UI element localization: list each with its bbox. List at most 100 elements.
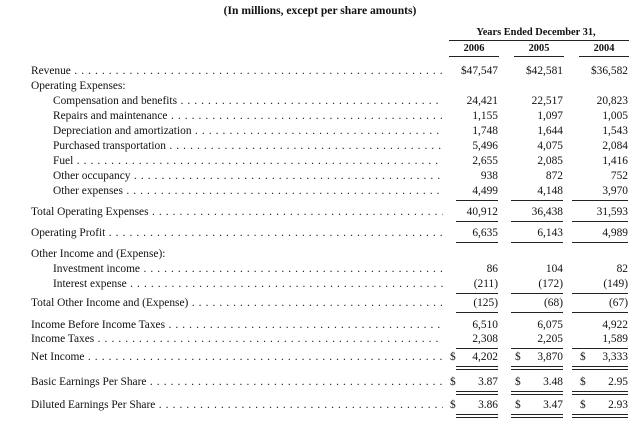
currency-symbol: $ (450, 376, 456, 388)
subtotal-rule (511, 348, 563, 349)
value-2006: 6,635 (472, 227, 498, 239)
value-2005: 4,148 (537, 185, 563, 197)
amount: 3,870 (537, 351, 563, 363)
value-2005: 36,438 (531, 206, 563, 218)
amount: 3,333 (602, 351, 628, 363)
row-depreciation-and-amortization: Depreciation and amortization 1,748 1,64… (0, 124, 640, 139)
column-group-header: Years Ended December 31, (476, 27, 596, 38)
subtotal-rule (456, 200, 498, 201)
subtotal-rule (511, 242, 563, 243)
value-2005: (172) (538, 278, 563, 290)
year-header-2005: 2005 (528, 43, 550, 54)
value-2005: 2,205 (537, 333, 563, 345)
total-double-rule (572, 391, 628, 395)
value-2006: $3.86 (450, 398, 498, 413)
value-2006: (211) (473, 278, 498, 290)
row-purchased-transportation: Purchased transportation 5,496 4,075 2,0… (0, 139, 640, 154)
value-2006: 6,510 (472, 319, 498, 331)
year-rule-2004 (579, 56, 629, 57)
value-2004: 1,589 (602, 333, 628, 345)
row-label: Interest expense (53, 277, 443, 292)
row-repairs-and-maintenance: Repairs and maintenance 1,155 1,097 1,00… (0, 109, 640, 124)
row-label: Total Operating Expenses (31, 205, 443, 220)
section-heading: Operating Expenses: (31, 80, 126, 92)
row-total-operating-expenses: Total Operating Expenses 40,912 36,438 3… (0, 205, 640, 220)
row-label: Investment income (53, 262, 443, 277)
table-subtitle: (In millions, except per share amounts) (223, 4, 417, 17)
total-double-rule (572, 366, 628, 370)
currency-symbol: $ (580, 399, 586, 411)
value-2006: (125) (473, 297, 498, 309)
value-2004: 2,084 (602, 140, 628, 152)
value-2004: 3,970 (602, 185, 628, 197)
value-2006: $4,202 (450, 350, 498, 365)
year-rule-2006 (449, 56, 499, 57)
value-2004: 1,543 (602, 125, 628, 137)
amount: 2.95 (608, 376, 628, 388)
value-2006: $3.87 (450, 375, 498, 390)
value-2005: (68) (544, 297, 563, 309)
subtotal-rule (572, 200, 628, 201)
value-2005: 1,097 (537, 110, 563, 122)
total-double-rule (511, 391, 563, 395)
row-compensation-and-benefits: Compensation and benefits 24,421 22,517 … (0, 94, 640, 109)
value-2004: $2.93 (580, 398, 628, 413)
total-double-rule (511, 414, 563, 418)
row-investment-income: Investment income 86 104 82 (0, 262, 640, 277)
row-label: Net Income (31, 350, 443, 365)
row-label: Total Other Income and (Expense) (31, 296, 443, 311)
row-revenue: Revenue $47,547 $42,581 $36,582 (0, 64, 640, 79)
amount: 3.86 (478, 399, 498, 411)
value-2005: 1,644 (537, 125, 563, 137)
value-2004: 1,005 (602, 110, 628, 122)
value-2006: 5,496 (472, 140, 498, 152)
value-2005: 22,517 (531, 95, 563, 107)
header-rule (449, 40, 629, 41)
row-label: Repairs and maintenance (53, 109, 443, 124)
row-label: Compensation and benefits (53, 94, 443, 109)
value-2006: 24,421 (466, 95, 498, 107)
value-2006: 86 (486, 263, 498, 275)
value-2005: 2,085 (537, 155, 563, 167)
total-double-rule (511, 366, 563, 370)
total-double-rule (572, 414, 628, 418)
row-label: Other expenses (53, 184, 443, 199)
row-income-taxes: Income Taxes 2,308 2,205 1,589 (0, 332, 640, 347)
value-2005: $3,870 (515, 350, 563, 365)
value-2006: $47,547 (460, 65, 498, 77)
value-2005: 4,075 (537, 140, 563, 152)
subtotal-rule (511, 312, 563, 313)
row-basic-eps: Basic Earnings Per Share $3.87 $3.48 $2.… (0, 375, 640, 390)
row-label: Depreciation and amortization (53, 124, 443, 139)
amount: 2.93 (608, 399, 628, 411)
total-double-rule (456, 366, 498, 370)
row-interest-expense: Interest expense (211) (172) (149) (0, 277, 640, 292)
row-other-expenses: Other expenses 4,499 4,148 3,970 (0, 184, 640, 199)
currency-symbol: $ (580, 351, 586, 363)
subtotal-rule (572, 221, 628, 222)
subtotal-rule (572, 242, 628, 243)
value-2005: 872 (545, 170, 563, 182)
total-double-rule (456, 414, 498, 418)
row-fuel: Fuel 2,655 2,085 1,416 (0, 154, 640, 169)
value-2004: 4,989 (602, 227, 628, 239)
value-2006: 1,748 (472, 125, 498, 137)
value-2004: $36,582 (590, 65, 628, 77)
currency-symbol: $ (515, 351, 521, 363)
year-rule-2005 (514, 56, 564, 57)
row-label: Income Taxes (31, 332, 443, 347)
row-net-income: Net Income $4,202 $3,870 $3,333 (0, 350, 640, 365)
row-label: Fuel (53, 154, 443, 169)
value-2005: 6,075 (537, 319, 563, 331)
value-2004: 4,922 (602, 319, 628, 331)
value-2004: 20,823 (596, 95, 628, 107)
currency-symbol: $ (580, 376, 586, 388)
subtotal-rule (511, 200, 563, 201)
row-label: Operating Profit (31, 226, 443, 241)
value-2004: $2.95 (580, 375, 628, 390)
subtotal-rule (572, 293, 628, 294)
subtotal-rule (456, 293, 498, 294)
value-2004: 31,593 (596, 206, 628, 218)
row-other-occupancy: Other occupancy 938 872 752 (0, 169, 640, 184)
subtotal-rule (456, 221, 498, 222)
